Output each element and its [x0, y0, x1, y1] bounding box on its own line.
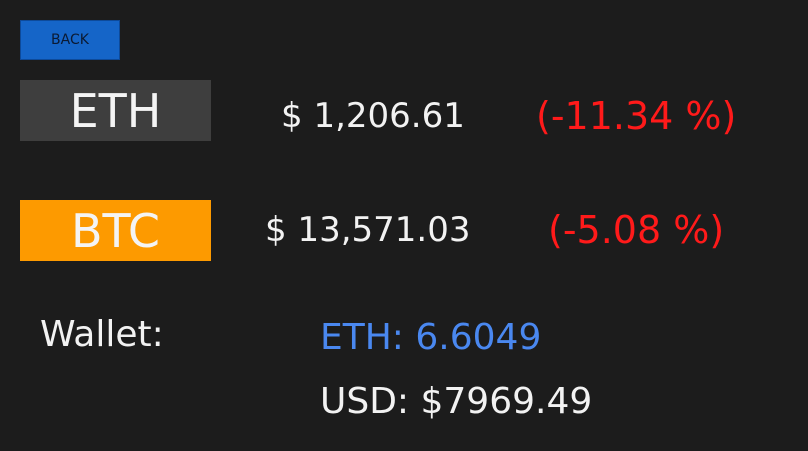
wallet-eth-balance: ETH: 6.6049 [320, 317, 542, 358]
wallet-usd-balance: USD: $7969.49 [320, 381, 593, 422]
btc-price: $ 13,571.03 [265, 210, 471, 250]
btc-price-change: (-5.08 %) [548, 208, 725, 252]
btc-symbol-badge: BTC [20, 200, 211, 261]
back-button[interactable]: BACK [20, 20, 120, 60]
eth-price-change: (-11.34 %) [536, 94, 737, 138]
eth-symbol-badge: ETH [20, 80, 211, 141]
eth-price: $ 1,206.61 [281, 96, 465, 136]
wallet-label: Wallet: [40, 314, 164, 355]
